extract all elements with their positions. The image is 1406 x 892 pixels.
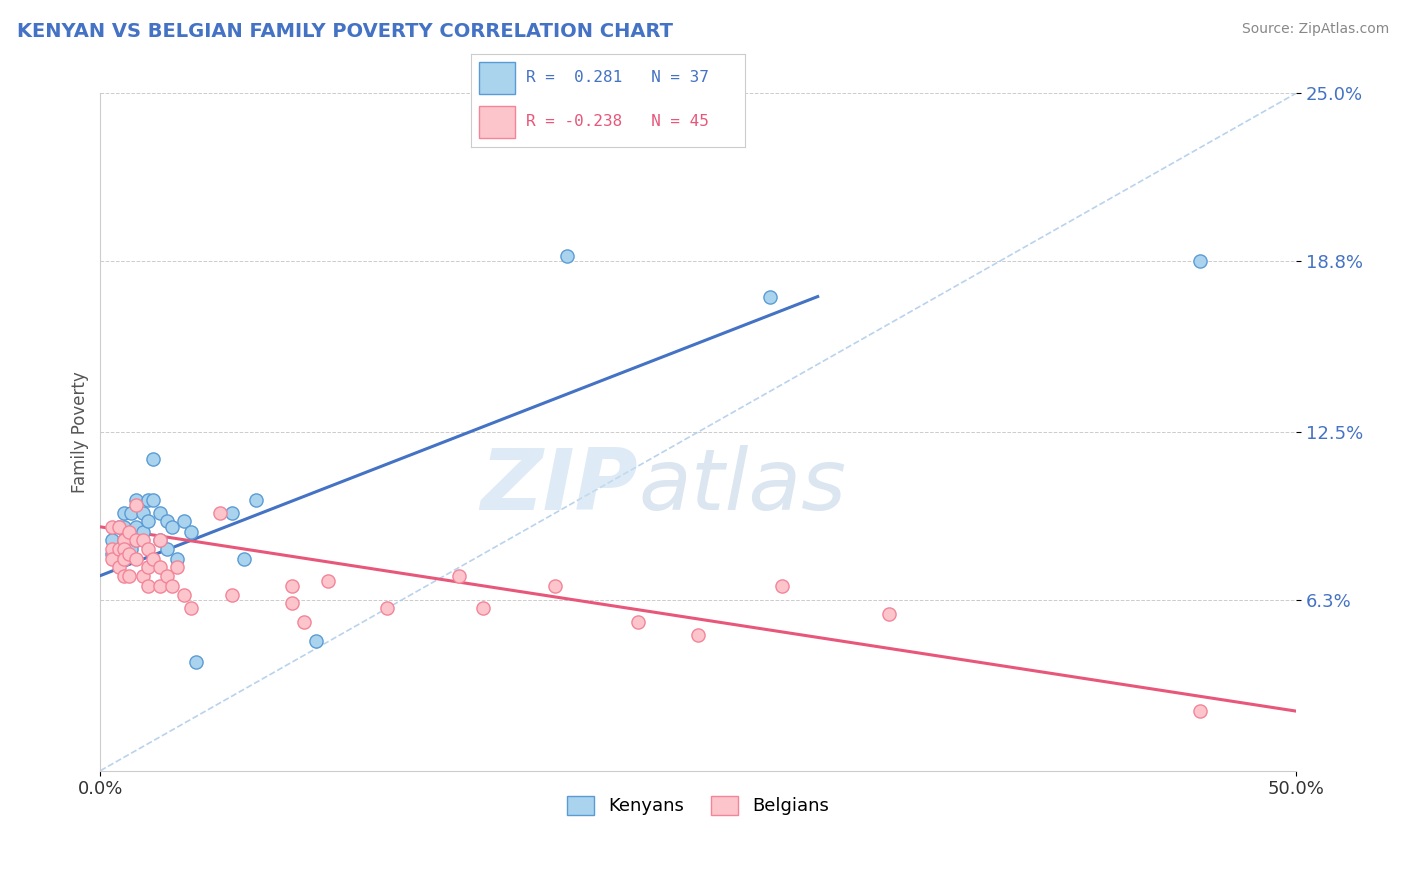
Point bbox=[136, 492, 159, 507]
Point bbox=[149, 533, 172, 548]
Y-axis label: Family Poverty: Family Poverty bbox=[72, 371, 89, 493]
Point bbox=[156, 515, 179, 529]
Text: ZIP: ZIP bbox=[481, 445, 638, 528]
Point bbox=[316, 574, 339, 588]
Point bbox=[555, 249, 578, 263]
Point bbox=[112, 533, 135, 548]
Point bbox=[136, 515, 159, 529]
Point bbox=[770, 579, 793, 593]
Text: Source: ZipAtlas.com: Source: ZipAtlas.com bbox=[1241, 22, 1389, 37]
Point bbox=[184, 656, 207, 670]
Point bbox=[101, 541, 124, 556]
Point bbox=[375, 601, 398, 615]
Point bbox=[232, 552, 254, 566]
Point bbox=[132, 525, 155, 540]
Point bbox=[280, 596, 302, 610]
Point bbox=[125, 492, 148, 507]
Point bbox=[101, 533, 124, 548]
Point bbox=[1189, 704, 1212, 718]
Point bbox=[101, 552, 124, 566]
Point bbox=[125, 533, 148, 548]
Legend: Kenyans, Belgians: Kenyans, Belgians bbox=[560, 789, 837, 822]
Point bbox=[108, 520, 131, 534]
Point bbox=[112, 533, 135, 548]
Point bbox=[221, 506, 243, 520]
Point bbox=[120, 541, 142, 556]
Point bbox=[543, 579, 565, 593]
Point bbox=[180, 525, 202, 540]
Text: R = -0.238   N = 45: R = -0.238 N = 45 bbox=[526, 114, 709, 129]
Point bbox=[101, 547, 124, 561]
Point bbox=[208, 506, 231, 520]
Point bbox=[125, 498, 148, 512]
Point bbox=[149, 579, 172, 593]
Point bbox=[156, 541, 179, 556]
Point bbox=[136, 541, 159, 556]
Point bbox=[136, 579, 159, 593]
Point bbox=[156, 568, 179, 582]
Point bbox=[108, 541, 131, 556]
Point bbox=[173, 515, 195, 529]
Point bbox=[142, 552, 165, 566]
Point bbox=[108, 520, 131, 534]
Point bbox=[166, 552, 188, 566]
Point bbox=[304, 633, 326, 648]
Point bbox=[125, 533, 148, 548]
Point bbox=[118, 547, 141, 561]
Text: atlas: atlas bbox=[638, 445, 846, 528]
Point bbox=[108, 560, 131, 574]
Point bbox=[136, 560, 159, 574]
Point bbox=[112, 541, 135, 556]
Point bbox=[149, 533, 172, 548]
Point bbox=[118, 568, 141, 582]
Point bbox=[112, 568, 135, 582]
Point bbox=[879, 607, 901, 621]
Point bbox=[132, 568, 155, 582]
Point bbox=[125, 552, 148, 566]
Point bbox=[142, 452, 165, 467]
Bar bbox=[479, 62, 515, 94]
Point bbox=[112, 552, 135, 566]
Point bbox=[160, 579, 183, 593]
Point bbox=[447, 568, 470, 582]
Point bbox=[120, 506, 142, 520]
Bar bbox=[479, 106, 515, 138]
Point bbox=[292, 615, 315, 629]
Point bbox=[142, 492, 165, 507]
Text: KENYAN VS BELGIAN FAMILY POVERTY CORRELATION CHART: KENYAN VS BELGIAN FAMILY POVERTY CORRELA… bbox=[17, 22, 673, 41]
Point bbox=[221, 588, 243, 602]
Point bbox=[149, 506, 172, 520]
Point bbox=[108, 541, 131, 556]
Point bbox=[627, 615, 650, 629]
Point bbox=[166, 560, 188, 574]
Point bbox=[125, 520, 148, 534]
Point bbox=[132, 533, 155, 548]
Point bbox=[180, 601, 202, 615]
Point bbox=[688, 628, 710, 642]
Point bbox=[759, 289, 782, 303]
Point bbox=[245, 492, 267, 507]
Point bbox=[112, 552, 135, 566]
Point bbox=[118, 525, 141, 540]
Point bbox=[112, 520, 135, 534]
Point bbox=[1189, 254, 1212, 268]
Point bbox=[112, 541, 135, 556]
Point bbox=[173, 588, 195, 602]
Point bbox=[160, 520, 183, 534]
Point bbox=[120, 525, 142, 540]
Point bbox=[280, 579, 302, 593]
Text: R =  0.281   N = 37: R = 0.281 N = 37 bbox=[526, 70, 709, 86]
Point bbox=[132, 506, 155, 520]
Point bbox=[101, 520, 124, 534]
Point bbox=[471, 601, 494, 615]
Point bbox=[149, 560, 172, 574]
Point bbox=[112, 506, 135, 520]
